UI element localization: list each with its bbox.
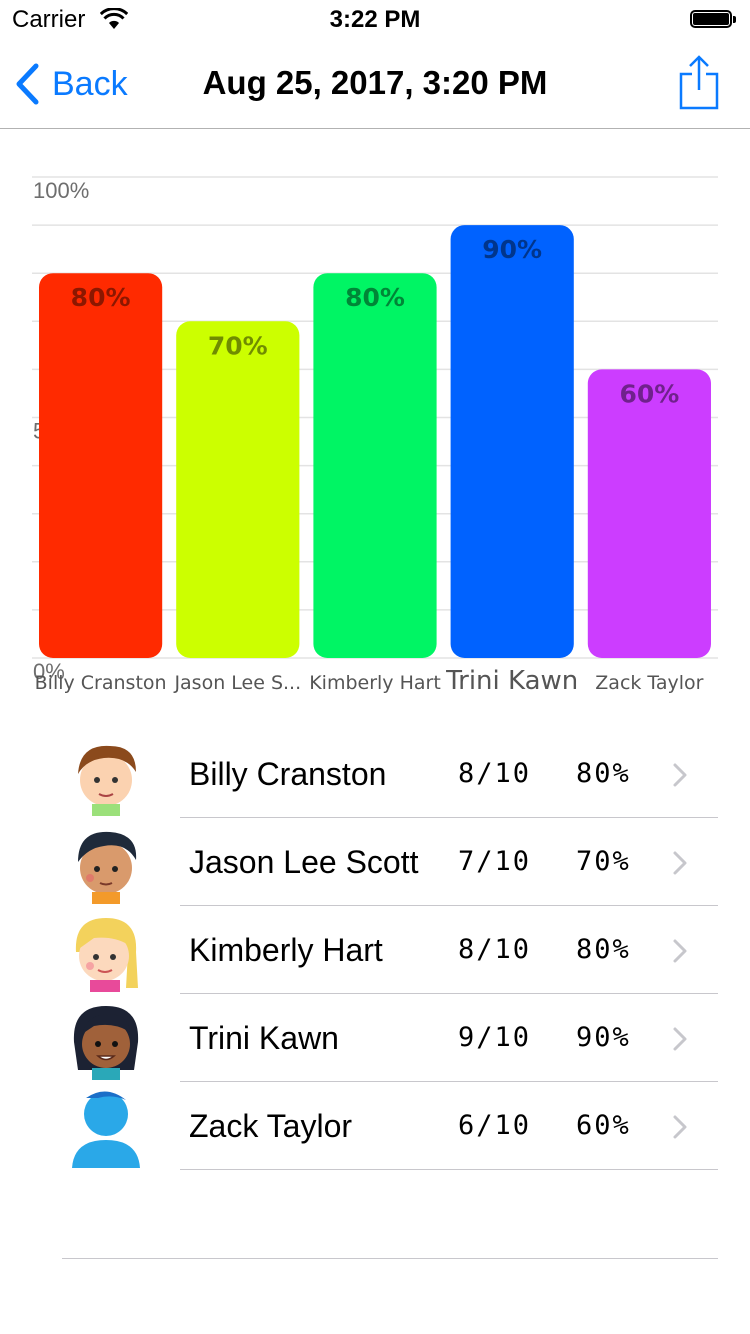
student-percent: 80% — [576, 934, 631, 965]
chevron-right-icon — [673, 851, 687, 875]
chevron-left-icon — [16, 63, 39, 105]
chart-bar — [313, 273, 437, 658]
student-score: 7/10 — [458, 846, 532, 877]
chart-x-tick-label: Trini Kawn — [445, 666, 578, 696]
chart-bar — [587, 369, 711, 658]
chart-bar-value-label: 60% — [619, 379, 679, 408]
chart-bar-value-label: 80% — [345, 283, 405, 312]
share-icon[interactable] — [678, 54, 720, 110]
student-score: 9/10 — [458, 1022, 532, 1053]
chart-bar — [39, 273, 163, 658]
chevron-right-icon — [673, 1115, 687, 1139]
chart-bar-value-label: 70% — [208, 331, 268, 360]
chart-bar — [176, 321, 300, 658]
student-row[interactable]: Kimberly Hart 8/10 80% — [0, 906, 750, 994]
battery-icon — [690, 10, 738, 30]
student-name: Billy Cranston — [189, 756, 387, 792]
row-divider — [180, 993, 718, 994]
student-row[interactable]: Trini Kawn 9/10 90% — [0, 994, 750, 1082]
girl-dark-hair-avatar — [73, 1006, 139, 1080]
default-person-avatar — [72, 1091, 140, 1168]
page-title: Aug 25, 2017, 3:20 PM — [202, 64, 548, 101]
status-time: 3:22 PM — [329, 6, 421, 33]
chart-x-tick-label: Kimberly Hart — [309, 672, 441, 694]
chevron-right-icon — [673, 763, 687, 787]
student-score: 8/10 — [458, 934, 532, 965]
student-score: 6/10 — [458, 1110, 532, 1141]
chart-bar-value-label: 90% — [482, 235, 542, 264]
wifi-icon — [100, 8, 128, 29]
chart-bar — [450, 225, 574, 658]
table-footer-divider — [62, 1258, 718, 1259]
student-percent: 80% — [576, 758, 631, 789]
chart-bar-value-label: 80% — [71, 283, 131, 312]
chevron-right-icon — [673, 1027, 687, 1051]
student-percent: 90% — [576, 1022, 631, 1053]
back-button[interactable]: Back — [14, 62, 128, 106]
row-divider — [180, 905, 718, 906]
back-button-label: Back — [52, 64, 128, 103]
chart-y-tick-label: 0% — [33, 659, 65, 684]
student-row[interactable]: Jason Lee Scott 7/10 70% — [0, 818, 750, 906]
navigation-bar: Back Aug 25, 2017, 3:20 PM — [0, 40, 750, 129]
carrier-label: Carrier — [12, 6, 86, 33]
student-percent: 60% — [576, 1110, 631, 1141]
chart-x-tick-label: Zack Taylor — [595, 672, 703, 694]
student-row[interactable]: Billy Cranston 8/10 80% — [0, 730, 750, 818]
boy-black-hair-avatar — [78, 831, 137, 904]
girl-blonde-hair-avatar — [75, 918, 138, 992]
student-name: Jason Lee Scott — [189, 844, 419, 880]
student-name: Kimberly Hart — [189, 932, 383, 968]
boy-brown-hair-avatar — [78, 745, 136, 816]
chart-x-tick-label: Billy Cranston — [35, 672, 167, 694]
row-divider — [180, 1081, 718, 1082]
chevron-right-icon — [673, 939, 687, 963]
row-divider — [180, 1169, 718, 1170]
chart-x-tick-label: Jason Lee S... — [173, 672, 301, 694]
status-bar: Carrier 3:22 PM — [0, 0, 750, 40]
student-row[interactable]: Zack Taylor 6/10 60% — [0, 1082, 750, 1170]
student-name: Zack Taylor — [189, 1108, 353, 1144]
chart-y-tick-label: 100% — [33, 178, 89, 203]
student-name: Trini Kawn — [189, 1020, 339, 1056]
student-score: 8/10 — [458, 758, 532, 789]
student-percent: 70% — [576, 846, 631, 877]
row-divider — [180, 817, 718, 818]
